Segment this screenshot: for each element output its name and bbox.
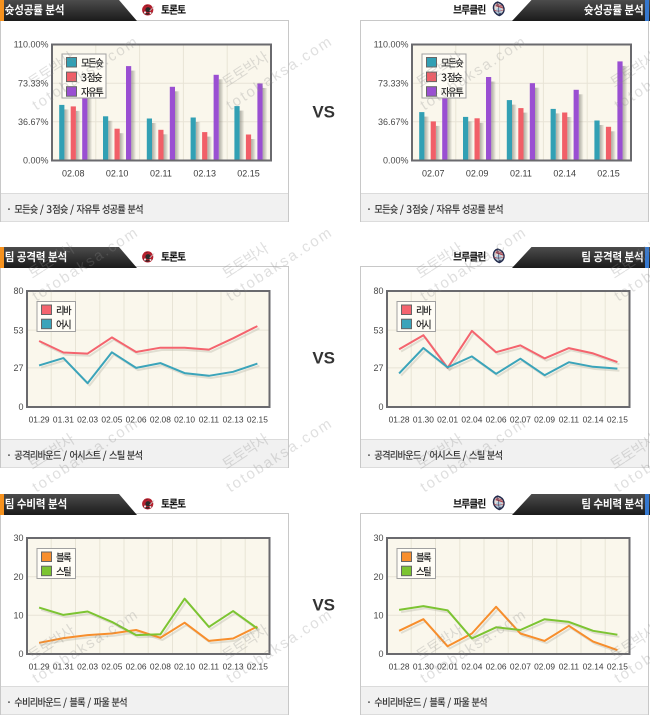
- svg-text:27: 27: [13, 363, 23, 373]
- svg-text:02.09: 02.09: [466, 169, 489, 179]
- svg-text:73.33%: 73.33%: [378, 78, 409, 88]
- svg-text:02.13: 02.13: [223, 415, 244, 425]
- svg-text:VS: VS: [312, 596, 335, 615]
- svg-text:01.28: 01.28: [389, 662, 410, 672]
- svg-text:02.11: 02.11: [199, 662, 220, 672]
- svg-text:02.14: 02.14: [583, 415, 604, 425]
- svg-text:02.14: 02.14: [553, 169, 576, 179]
- svg-text:02.06: 02.06: [126, 415, 147, 425]
- svg-text:01.30: 01.30: [413, 415, 434, 425]
- svg-text:02.08: 02.08: [62, 169, 85, 179]
- svg-text:20: 20: [373, 572, 383, 582]
- svg-text:0.00%: 0.00%: [23, 156, 49, 166]
- svg-text:02.09: 02.09: [534, 662, 555, 672]
- svg-text:02.06: 02.06: [486, 415, 507, 425]
- svg-text:VS: VS: [312, 103, 335, 122]
- svg-text:30: 30: [13, 533, 23, 543]
- svg-text:02.10: 02.10: [174, 662, 195, 672]
- svg-text:02.15: 02.15: [607, 662, 628, 672]
- svg-text:02.11: 02.11: [199, 415, 220, 425]
- svg-text:02.11: 02.11: [510, 169, 532, 179]
- svg-text:20: 20: [13, 572, 23, 582]
- svg-text:02.11: 02.11: [150, 169, 172, 179]
- svg-text:27: 27: [373, 363, 383, 373]
- svg-text:0.00%: 0.00%: [383, 156, 409, 166]
- svg-text:02.03: 02.03: [77, 415, 98, 425]
- svg-text:02.05: 02.05: [101, 662, 122, 672]
- svg-text:02.06: 02.06: [486, 662, 507, 672]
- svg-text:36.67%: 36.67%: [378, 117, 409, 127]
- svg-text:02.04: 02.04: [461, 662, 482, 672]
- svg-text:02.13: 02.13: [193, 169, 216, 179]
- svg-text:02.01: 02.01: [437, 415, 458, 425]
- svg-text:02.15: 02.15: [247, 415, 268, 425]
- svg-text:02.07: 02.07: [510, 662, 531, 672]
- svg-text:53: 53: [13, 325, 23, 335]
- svg-text:02.07: 02.07: [422, 169, 445, 179]
- svg-text:0: 0: [378, 649, 383, 659]
- svg-text:02.11: 02.11: [559, 415, 580, 425]
- svg-text:30: 30: [373, 533, 383, 543]
- svg-text:02.13: 02.13: [223, 662, 244, 672]
- svg-text:02.01: 02.01: [437, 662, 458, 672]
- svg-text:02.03: 02.03: [77, 662, 98, 672]
- svg-text:02.15: 02.15: [247, 662, 268, 672]
- svg-text:02.11: 02.11: [559, 662, 580, 672]
- svg-text:02.08: 02.08: [150, 415, 171, 425]
- svg-text:80: 80: [13, 286, 23, 296]
- svg-text:02.08: 02.08: [150, 662, 171, 672]
- svg-text:80: 80: [373, 286, 383, 296]
- svg-text:01.28: 01.28: [389, 415, 410, 425]
- svg-text:02.10: 02.10: [174, 415, 195, 425]
- svg-text:02.04: 02.04: [461, 415, 482, 425]
- svg-text:02.14: 02.14: [583, 662, 604, 672]
- svg-text:VS: VS: [312, 349, 335, 368]
- svg-text:0: 0: [378, 402, 383, 412]
- svg-text:02.10: 02.10: [106, 169, 129, 179]
- svg-text:73.33%: 73.33%: [18, 78, 49, 88]
- svg-text:110.00%: 110.00%: [374, 40, 409, 50]
- svg-text:01.31: 01.31: [53, 662, 74, 672]
- svg-text:02.15: 02.15: [237, 169, 260, 179]
- svg-text:02.15: 02.15: [607, 415, 628, 425]
- svg-text:01.30: 01.30: [413, 662, 434, 672]
- svg-text:01.29: 01.29: [29, 662, 50, 672]
- svg-text:110.00%: 110.00%: [14, 40, 49, 50]
- svg-text:02.07: 02.07: [510, 415, 531, 425]
- svg-text:0: 0: [18, 402, 23, 412]
- svg-text:10: 10: [373, 611, 383, 621]
- svg-text:01.29: 01.29: [29, 415, 50, 425]
- svg-text:36.67%: 36.67%: [18, 117, 49, 127]
- svg-text:10: 10: [13, 611, 23, 621]
- svg-text:0: 0: [18, 649, 23, 659]
- svg-text:02.05: 02.05: [101, 415, 122, 425]
- svg-text:02.09: 02.09: [534, 415, 555, 425]
- svg-text:02.15: 02.15: [597, 169, 620, 179]
- svg-text:01.31: 01.31: [53, 415, 74, 425]
- svg-text:53: 53: [373, 325, 383, 335]
- svg-text:02.06: 02.06: [126, 662, 147, 672]
